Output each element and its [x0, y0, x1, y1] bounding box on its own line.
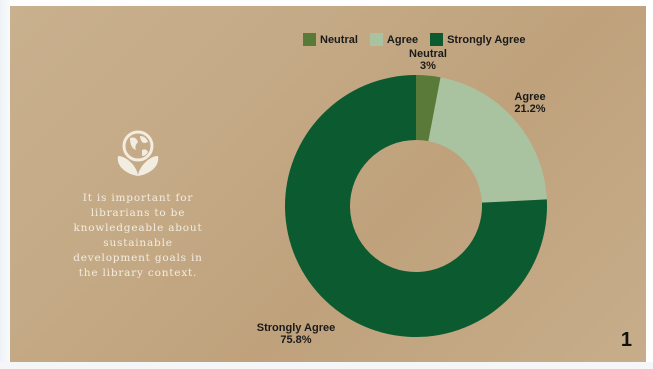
donut-chart [284, 75, 547, 337]
slice-label-agree: Agree 21.2% [500, 91, 560, 115]
slice-name-neutral: Neutral [409, 48, 447, 60]
slice-value-agree: 21.2% [514, 103, 546, 115]
globe-leaves-icon [117, 130, 159, 176]
slice-label-neutral: Neutral 3% [398, 48, 458, 72]
left-margin [0, 0, 10, 369]
chart-legend: Neutral Agree Strongly Agree [303, 33, 526, 46]
legend-swatch-agree [369, 33, 383, 46]
slide: It is important for librarians to be kno… [10, 6, 646, 362]
bottom-margin [0, 362, 653, 369]
legend-label-agree: Agree [386, 33, 419, 46]
legend-item-neutral: Neutral [303, 33, 358, 46]
statement-text: It is important for librarians to be kno… [73, 192, 203, 279]
legend-label-neutral: Neutral [320, 33, 358, 46]
slice-name-agree: Agree [514, 91, 546, 103]
legend-item-strongly-agree: Strongly Agree [430, 33, 526, 46]
legend-item-agree: Agree [369, 33, 419, 46]
slice-label-strongly-agree: Strongly Agree 75.8% [246, 322, 346, 346]
page-number: 1 [620, 329, 632, 351]
slice-value-strongly-agree: 75.8% [280, 334, 312, 346]
legend-swatch-strongly-agree [430, 33, 444, 46]
slice-name-strongly-agree: Strongly Agree [256, 322, 336, 334]
donut-slice-agree [428, 77, 547, 203]
slice-value-neutral: 3% [420, 60, 436, 72]
donut-slice-strongly-agree [284, 75, 547, 337]
legend-label-strongly-agree: Strongly Agree [447, 33, 526, 46]
donut-slice-neutral [416, 75, 441, 142]
legend-swatch-neutral [303, 33, 316, 46]
